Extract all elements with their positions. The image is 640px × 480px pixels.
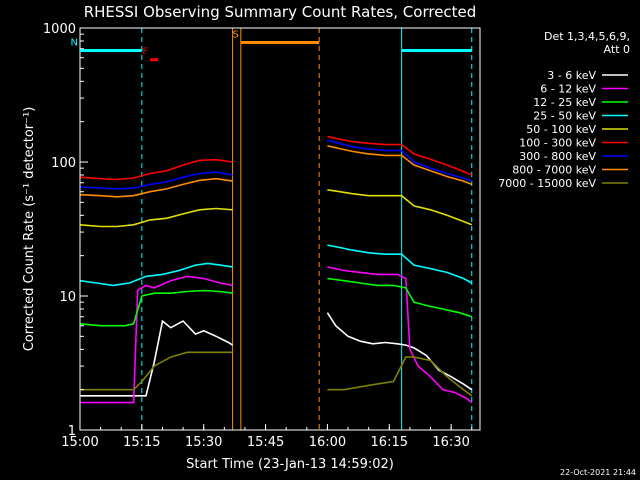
y-tick-label-1: 10 xyxy=(59,290,76,305)
chart-title: RHESSI Observing Summary Count Rates, Co… xyxy=(84,3,477,21)
attenuator-flags: F N S xyxy=(71,29,472,62)
legend-label-0: 3 - 6 keV xyxy=(547,69,596,82)
y-axis-ticks: 1 10 100 1000 xyxy=(43,22,88,439)
legend-label-7: 800 - 7000 keV xyxy=(512,164,596,177)
plot-frame xyxy=(79,27,481,431)
series-line-post-3 xyxy=(327,244,473,284)
x-tick-label-5: 16:15 xyxy=(371,435,408,450)
flag-label-s: S xyxy=(232,29,238,40)
series-line-pre-3 xyxy=(79,262,233,287)
legend-label-1: 6 - 12 keV xyxy=(540,83,596,96)
x-tick-label-2: 15:30 xyxy=(185,435,222,450)
legend-label-5: 100 - 300 keV xyxy=(519,137,596,150)
legend-label-2: 12 - 25 keV xyxy=(533,96,596,109)
series-line-post-7 xyxy=(327,145,473,186)
x-tick-label-4: 16:00 xyxy=(309,435,346,450)
series-line-post-1 xyxy=(327,266,473,404)
plot-area xyxy=(79,28,473,430)
series-5 xyxy=(79,135,473,181)
series-line-pre-4 xyxy=(79,207,233,228)
series-line-pre-1 xyxy=(80,275,233,404)
x-tick-label-3: 15:45 xyxy=(247,435,284,450)
series-line-pre-8 xyxy=(80,351,233,391)
y-tick-label-3: 1000 xyxy=(43,22,76,37)
series-line-post-2 xyxy=(327,277,473,318)
series-3 xyxy=(79,244,473,287)
series-line-pre-0 xyxy=(80,319,234,397)
series-4 xyxy=(79,189,473,228)
flag-label-f: F xyxy=(142,47,148,58)
legend-label-4: 50 - 100 keV xyxy=(526,123,596,136)
series-7 xyxy=(79,145,473,198)
y-tick-label-0: 1 xyxy=(68,424,76,439)
series-1 xyxy=(80,266,473,404)
legend-label-3: 25 - 50 keV xyxy=(533,110,596,123)
series-2 xyxy=(79,277,473,327)
series-line-pre-5 xyxy=(79,158,233,181)
x-tick-label-0: 15:00 xyxy=(61,435,98,450)
legend-attenuator-line: Att 0 xyxy=(604,43,630,56)
series-0 xyxy=(80,312,473,397)
series-line-post-5 xyxy=(327,135,473,176)
y-axis-label: Corrected Count Rate (s⁻¹ detector⁻¹) xyxy=(22,107,37,352)
legend-label-6: 300 - 800 keV xyxy=(519,150,596,163)
legend-label-8: 7000 - 15000 keV xyxy=(498,177,596,190)
series-line-pre-7 xyxy=(79,177,233,198)
y-tick-label-2: 100 xyxy=(51,156,76,171)
series-6 xyxy=(79,139,473,190)
x-axis-ticks: 15:00 15:15 15:30 15:45 16:00 16:15 16:30 xyxy=(61,424,473,450)
series-line-pre-6 xyxy=(79,171,233,190)
series-line-pre-2 xyxy=(79,289,233,327)
legend-detector-line: Det 1,3,4,5,6,9, xyxy=(544,30,630,43)
x-axis-label: Start Time (23-Jan-13 14:59:02) xyxy=(186,457,394,472)
x-tick-label-6: 16:30 xyxy=(432,435,469,450)
series-line-post-0 xyxy=(326,312,473,391)
series-8 xyxy=(80,351,473,397)
x-tick-label-1: 15:15 xyxy=(123,435,160,450)
series-line-post-8 xyxy=(327,356,473,397)
series-line-post-6 xyxy=(327,139,473,182)
series-line-post-4 xyxy=(327,189,473,226)
date-stamp: 22-Oct-2021 21:44 xyxy=(560,468,636,477)
flag-label-n: N xyxy=(71,37,78,48)
